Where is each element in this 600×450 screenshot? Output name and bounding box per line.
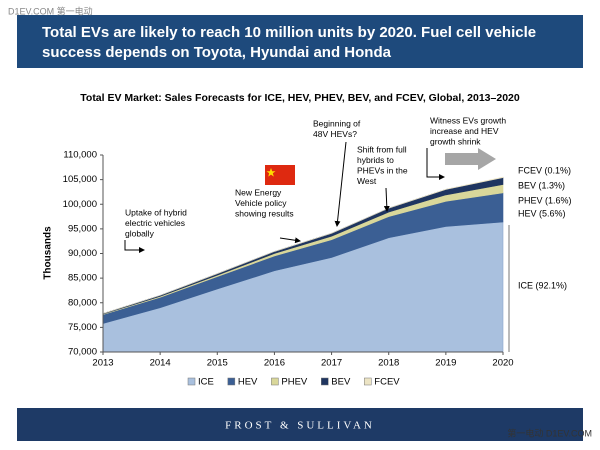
y-axis-label: Thousands	[43, 226, 54, 280]
series-end-label: HEV (5.6%)	[518, 208, 566, 218]
legend-label: BEV	[331, 377, 351, 388]
series-end-label: PHEV (1.6%)	[518, 195, 572, 205]
annotation: Shift from full	[357, 144, 407, 154]
legend-swatch	[364, 377, 372, 386]
header-title: Total EVs are likely to reach 10 million…	[42, 24, 536, 41]
legend-label: HEV	[238, 377, 258, 388]
y-tick-label: 80,000	[68, 297, 97, 308]
annotation: electric vehicles	[125, 218, 185, 228]
y-tick-label: 85,000	[68, 273, 97, 284]
annotation: Vehicle policy	[235, 198, 287, 208]
annotation: hybrids to	[357, 155, 394, 165]
china-flag	[265, 165, 295, 185]
annotation: showing results	[235, 208, 294, 218]
legend-swatch	[321, 377, 329, 386]
annotation: Beginning of	[313, 118, 361, 128]
watermark: 第一电动 D1EV.COM	[507, 427, 592, 438]
annotation: PHEVs in the	[357, 165, 408, 175]
annotation-arrows	[124, 141, 510, 352]
x-tick-label: 2019	[435, 358, 456, 369]
watermark: D1EV.COM 第一电动	[8, 5, 93, 16]
y-tick-label: 100,000	[63, 199, 97, 210]
header-title: success depends on Toyota, Hyundai and H…	[42, 44, 392, 61]
annotation: Uptake of hybrid	[125, 207, 187, 217]
annotation: globally	[125, 228, 155, 238]
legend-label: PHEV	[281, 377, 308, 388]
footer-brand: FROST & SULLIVAN	[225, 420, 375, 432]
annotation: Witness EVs growth	[430, 115, 506, 125]
y-tick-label: 110,000	[63, 150, 97, 161]
legend-label: FCEV	[374, 377, 400, 388]
x-tick-label: 2015	[207, 358, 228, 369]
legend-swatch	[271, 377, 279, 386]
y-tick-label: 70,000	[68, 347, 97, 358]
x-tick-label: 2018	[378, 358, 399, 369]
legend-swatch	[187, 377, 196, 386]
legend-label: ICE	[198, 377, 214, 388]
annotation: growth shrink	[430, 136, 481, 146]
y-tick-label: 90,000	[68, 248, 97, 259]
x-tick-label: 2017	[321, 358, 342, 369]
x-tick-label: 2016	[264, 358, 285, 369]
header-band	[17, 15, 583, 68]
series-end-label: ICE (92.1%)	[518, 280, 567, 290]
legend-swatch	[227, 377, 236, 386]
y-tick-label: 95,000	[68, 223, 97, 234]
y-tick-label: 105,000	[63, 174, 97, 185]
annotation: New Energy	[235, 187, 282, 197]
area	[102, 176, 504, 314]
y-tick-label: 75,000	[68, 322, 97, 333]
series-end-label: FCEV (0.1%)	[518, 165, 571, 175]
annotation: 48V HEVs?	[313, 129, 357, 139]
annotation: West	[357, 176, 377, 186]
series-end-label: BEV (1.3%)	[518, 180, 565, 190]
x-tick-label: 2020	[492, 358, 513, 369]
annotation: increase and HEV	[430, 126, 499, 136]
chart-title: Total EV Market: Sales Forecasts for ICE…	[80, 92, 520, 104]
trend-arrow	[445, 148, 496, 170]
x-tick-label: 2014	[150, 358, 171, 369]
x-tick-label: 2013	[92, 358, 113, 369]
footer-band	[17, 408, 583, 441]
